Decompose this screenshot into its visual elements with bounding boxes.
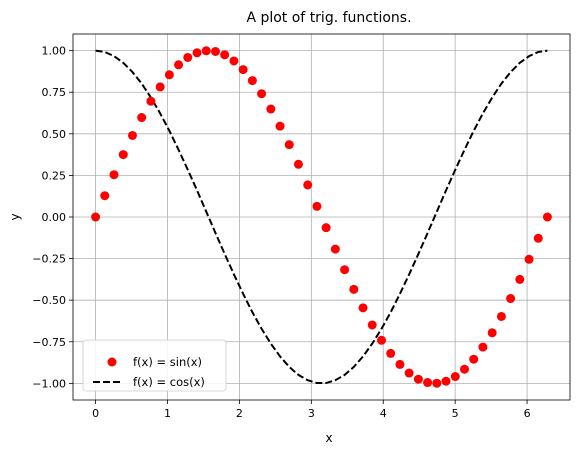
sin-data-point bbox=[524, 254, 534, 264]
x-tick-label: 5 bbox=[452, 407, 459, 420]
sin-data-point bbox=[542, 212, 552, 222]
sin-data-point bbox=[367, 320, 377, 330]
y-tick-label: −0.50 bbox=[32, 294, 66, 307]
y-tick-label: 0.00 bbox=[42, 211, 67, 224]
legend-cos-label: f(x) = cos(x) bbox=[133, 375, 205, 389]
sin-data-point bbox=[450, 372, 460, 382]
sin-data-point bbox=[229, 56, 239, 66]
x-tick-label: 1 bbox=[164, 407, 171, 420]
sin-data-point bbox=[192, 48, 202, 58]
sin-data-point bbox=[330, 244, 340, 254]
legend: f(x) = sin(x) f(x) = cos(x) bbox=[82, 339, 227, 392]
chart-title: A plot of trig. functions. bbox=[246, 10, 411, 26]
sin-data-point bbox=[293, 159, 303, 169]
x-tick-label: 3 bbox=[308, 407, 315, 420]
y-tick-label: −0.25 bbox=[32, 253, 66, 266]
sin-data-point bbox=[201, 46, 211, 56]
y-tick-label: 0.75 bbox=[42, 86, 67, 99]
sin-data-point bbox=[164, 70, 174, 80]
sin-data-point bbox=[321, 223, 331, 233]
sin-data-point bbox=[340, 265, 350, 275]
sin-data-point bbox=[441, 376, 451, 386]
sin-data-point bbox=[100, 191, 110, 201]
sin-data-point bbox=[478, 342, 488, 352]
legend-sin-marker bbox=[107, 357, 117, 367]
sin-data-point bbox=[303, 180, 313, 190]
x-tick-label: 4 bbox=[380, 407, 387, 420]
sin-data-point bbox=[109, 170, 119, 180]
sin-data-point bbox=[460, 364, 470, 374]
sin-data-point bbox=[275, 121, 285, 131]
sin-data-point bbox=[220, 50, 230, 60]
y-tick-label: 0.25 bbox=[42, 169, 67, 182]
sin-data-point bbox=[174, 60, 184, 70]
sin-data-point bbox=[349, 284, 359, 294]
sin-data-point bbox=[312, 201, 322, 211]
y-tick-label: 0.50 bbox=[42, 128, 67, 141]
sin-data-point bbox=[413, 374, 423, 384]
sin-data-point bbox=[118, 150, 128, 160]
sin-data-point bbox=[247, 76, 257, 86]
sin-data-point bbox=[146, 96, 156, 106]
cos-series-line bbox=[95, 49, 548, 385]
sin-data-point bbox=[423, 378, 433, 388]
tick-layer: 0 1 2 3 4 5 6 −1.00 −0.75 −0.50 −0.25 0.00 0.25 0.50 0… bbox=[32, 45, 530, 420]
x-axis-label: x bbox=[325, 431, 332, 445]
x-tick-label: 6 bbox=[524, 407, 531, 420]
sin-data-point bbox=[91, 212, 101, 222]
y-tick-label: −0.75 bbox=[32, 336, 66, 349]
sin-data-point bbox=[515, 274, 525, 284]
legend-box bbox=[82, 339, 227, 392]
grid-layer bbox=[73, 34, 570, 400]
sin-data-point bbox=[183, 52, 193, 62]
y-axis-label: y bbox=[8, 213, 22, 220]
sin-data-point bbox=[432, 378, 442, 388]
sin-data-point bbox=[496, 311, 506, 321]
sin-data-point bbox=[395, 359, 405, 369]
y-tick-label: 1.00 bbox=[42, 45, 67, 58]
sin-data-point bbox=[137, 113, 147, 123]
sin-data-point bbox=[377, 335, 387, 345]
x-tick-label: 2 bbox=[236, 407, 243, 420]
sin-data-point bbox=[210, 46, 220, 56]
sin-data-point bbox=[386, 348, 396, 358]
sin-data-point bbox=[155, 82, 165, 92]
x-tick-label: 0 bbox=[92, 407, 99, 420]
sin-data-point bbox=[358, 303, 368, 313]
sin-data-point bbox=[238, 65, 248, 75]
sin-data-point bbox=[257, 89, 267, 99]
y-tick-label: −1.00 bbox=[32, 377, 66, 390]
sin-data-point bbox=[487, 328, 497, 338]
sin-data-point bbox=[469, 354, 479, 364]
sin-data-point bbox=[127, 130, 137, 140]
sin-data-point bbox=[404, 368, 414, 378]
sin-data-point bbox=[533, 233, 543, 243]
sin-data-point bbox=[506, 294, 516, 304]
sin-data-point bbox=[284, 140, 294, 150]
legend-sin-label: f(x) = sin(x) bbox=[133, 355, 202, 369]
sin-data-point bbox=[266, 104, 276, 114]
series-layer bbox=[91, 46, 552, 388]
